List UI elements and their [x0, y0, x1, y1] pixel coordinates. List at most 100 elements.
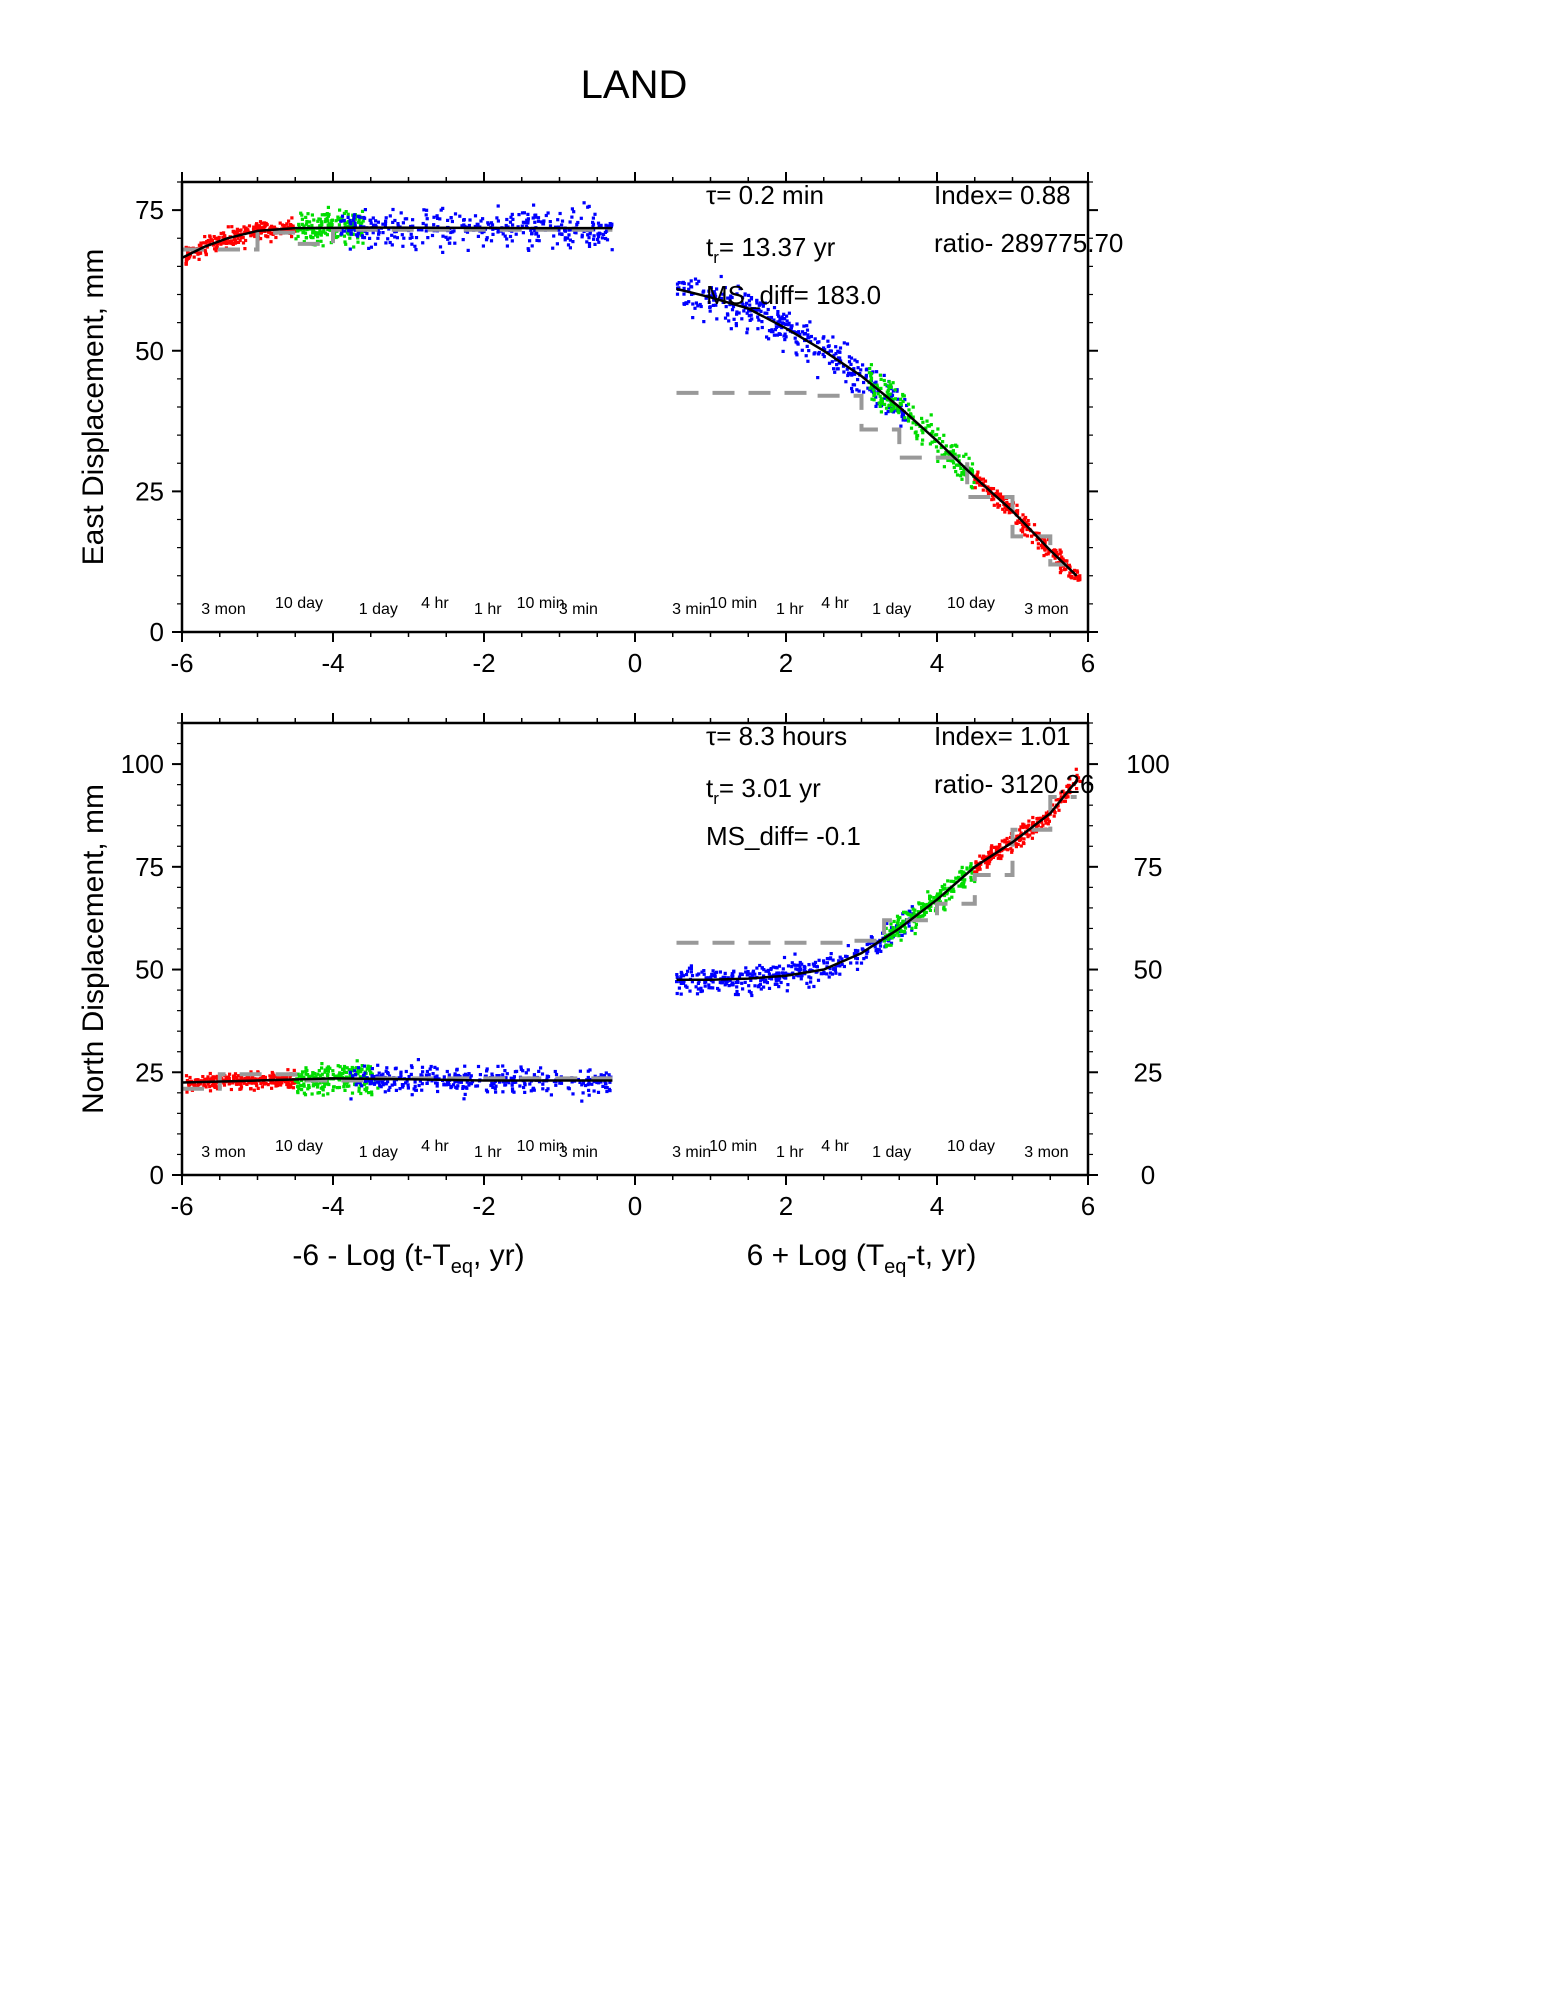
data-point	[870, 397, 874, 401]
data-point	[799, 967, 803, 972]
data-point	[599, 1080, 603, 1084]
data-point	[222, 231, 226, 235]
data-point	[835, 367, 839, 371]
data-point	[711, 980, 715, 984]
data-point	[380, 1073, 384, 1078]
data-point	[587, 1088, 591, 1092]
data-point	[879, 377, 883, 381]
data-point	[523, 1090, 527, 1094]
data-point	[244, 238, 248, 243]
data-point	[427, 1073, 431, 1077]
data-point	[897, 411, 901, 415]
data-point	[697, 279, 701, 283]
data-point	[445, 1069, 449, 1074]
data-point	[838, 972, 842, 976]
data-point	[988, 859, 992, 863]
data-point	[769, 967, 773, 971]
data-point	[511, 223, 515, 227]
data-point	[710, 972, 714, 976]
data-point	[285, 222, 289, 226]
data-point	[800, 348, 804, 352]
data-point	[808, 320, 812, 324]
data-point	[320, 1072, 324, 1076]
data-point	[460, 224, 464, 228]
data-point	[224, 1076, 228, 1081]
data-point	[377, 1071, 381, 1075]
data-point	[812, 984, 816, 989]
data-point	[473, 224, 477, 229]
data-point	[286, 1080, 290, 1085]
data-point	[241, 241, 246, 245]
data-point	[465, 1080, 469, 1084]
data-point	[776, 312, 780, 316]
data-point	[607, 1087, 611, 1091]
data-point	[286, 1085, 290, 1089]
data-point	[921, 420, 925, 424]
data-point	[781, 971, 785, 975]
data-point	[534, 213, 538, 217]
data-point	[1006, 848, 1010, 852]
data-point	[253, 1081, 257, 1085]
data-point	[254, 1077, 258, 1081]
data-point	[559, 1081, 564, 1085]
data-point	[501, 232, 505, 236]
data-point	[383, 1090, 387, 1094]
data-point	[862, 380, 866, 385]
data-point	[424, 229, 428, 233]
data-point	[871, 388, 876, 392]
data-point	[800, 962, 804, 966]
data-point	[308, 1075, 312, 1079]
data-point	[963, 473, 967, 477]
data-point	[468, 1076, 472, 1080]
data-point	[1067, 563, 1071, 567]
data-point	[1056, 798, 1060, 802]
data-point	[313, 1072, 317, 1076]
data-point	[463, 1064, 467, 1068]
data-point	[920, 908, 924, 912]
data-point	[588, 232, 592, 236]
data-point	[713, 298, 717, 302]
data-point	[755, 966, 759, 970]
data-point	[521, 1069, 525, 1073]
data-point	[747, 293, 751, 297]
data-point	[528, 239, 532, 243]
data-point	[929, 423, 933, 427]
data-point	[1061, 789, 1065, 793]
data-point	[1031, 831, 1035, 835]
data-point	[1030, 540, 1034, 545]
data-point	[388, 240, 392, 245]
y-tick-label: 100	[121, 749, 164, 779]
time-scale-label: 3 mon	[1024, 601, 1068, 618]
data-point	[702, 969, 706, 973]
data-point	[1003, 510, 1007, 514]
data-point	[723, 971, 727, 975]
data-point	[288, 1075, 292, 1079]
data-point	[576, 220, 580, 225]
data-point	[504, 1083, 508, 1087]
data-point	[291, 1086, 295, 1090]
data-point	[903, 398, 907, 402]
data-point	[679, 992, 683, 996]
data-point	[587, 1093, 591, 1097]
data-point	[546, 1087, 550, 1091]
data-point	[239, 1085, 244, 1089]
data-point	[821, 352, 825, 356]
data-point	[936, 459, 940, 463]
data-point	[410, 1093, 414, 1097]
data-point	[230, 239, 234, 243]
data-point	[390, 243, 394, 247]
data-point	[430, 233, 435, 238]
data-point	[508, 234, 513, 239]
data-point	[303, 231, 308, 235]
data-point	[981, 488, 985, 492]
data-point	[413, 244, 417, 248]
data-point	[348, 1073, 352, 1077]
data-point	[995, 489, 999, 493]
data-point	[974, 861, 978, 865]
data-point	[590, 1082, 594, 1086]
data-point	[505, 244, 509, 248]
data-point	[864, 368, 868, 372]
data-point	[563, 236, 567, 240]
data-point	[371, 223, 376, 227]
data-point	[526, 221, 530, 225]
